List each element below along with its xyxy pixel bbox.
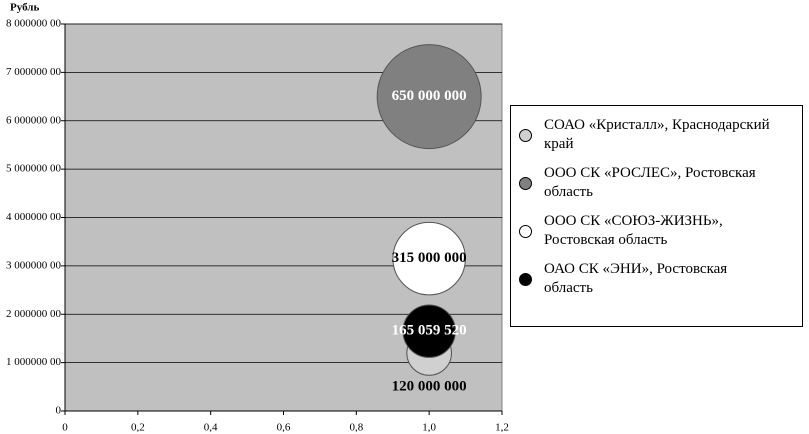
legend-label: ООО СК «СОЮЗ-ЖИЗНЬ», Ростовская область	[544, 213, 723, 248]
data-label: 165 059 520	[392, 323, 467, 339]
legend-swatch	[519, 176, 532, 190]
bubble	[376, 44, 482, 150]
y-tick-label: 4 000000 00	[6, 211, 62, 223]
legend-item: СОАО «Кристалл», Краснодарский край	[519, 116, 794, 154]
bubble	[392, 221, 466, 296]
x-tick-label: 1,2	[495, 422, 509, 434]
legend-swatch	[519, 272, 532, 286]
legend-label: ООО СК «РОСЛЕС», Ростовская область	[544, 165, 756, 200]
data-label: 650 000 000	[392, 88, 467, 104]
legend-label: СОАО «Кристалл», Краснодарский край	[544, 117, 770, 152]
y-tick-label: 8 000000 00	[6, 18, 62, 30]
bubble	[402, 304, 456, 358]
y-axis-label: Рубль	[10, 2, 39, 14]
y-tick-label: 2 000000 00	[6, 308, 62, 320]
x-tick-label: 0,8	[349, 422, 363, 434]
data-label: 120 000 000	[392, 379, 467, 395]
y-tick-label: 3 000000 00	[6, 259, 62, 271]
x-tick-label: 0,2	[131, 422, 145, 434]
x-tick-label: 0,6	[277, 422, 291, 434]
legend-item: ОАО СК «ЭНИ», Ростовская область	[519, 260, 794, 298]
y-tick-label: 5 000000 00	[6, 163, 62, 175]
x-tick-label: 0,4	[204, 422, 218, 434]
data-label: 315 000 000	[392, 250, 467, 266]
legend-label: ОАО СК «ЭНИ», Ростовская область	[544, 261, 728, 296]
legend: СОАО «Кристалл», Краснодарский край ООО С…	[510, 105, 803, 327]
y-tick-label: 6 000000 00	[6, 114, 62, 126]
x-tick-label: 0	[62, 422, 68, 434]
legend-swatch	[519, 128, 532, 142]
y-tick-label: 7 000000 00	[6, 66, 62, 78]
y-tick-label: 0	[56, 405, 62, 417]
legend-item: ООО СК «РОСЛЕС», Ростовская область	[519, 164, 794, 202]
legend-swatch	[519, 224, 532, 238]
x-tick-label: 1,0	[422, 422, 436, 434]
legend-item: ООО СК «СОЮЗ-ЖИЗНЬ», Ростовская область	[519, 212, 794, 250]
y-tick-label: 1 000000 00	[6, 356, 62, 368]
